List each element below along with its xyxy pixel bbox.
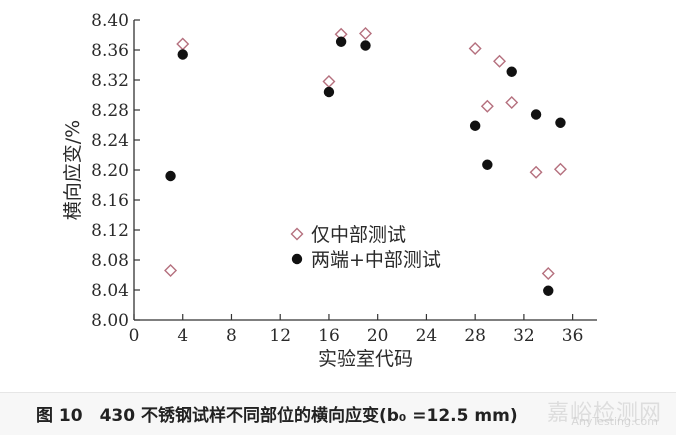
x-tick-label: 4 [177, 326, 188, 346]
y-tick-label: 8.16 [91, 191, 129, 211]
x-tick-label: 8 [226, 326, 237, 346]
y-tick-label: 8.00 [91, 311, 129, 331]
y-tick-label: 8.24 [91, 131, 129, 151]
x-axis-ticks: 0 4 8 12 16 20 24 28 32 36 [129, 314, 584, 346]
circle-point [555, 117, 566, 128]
figure-caption: 图 10 430 不锈钢试样不同部位的横向应变(b₀ =12.5 mm) [36, 406, 518, 426]
figure-caption-bar: 图 10 430 不锈钢试样不同部位的横向应变(b₀ =12.5 mm) 嘉峪检… [0, 392, 676, 435]
y-tick-label: 8.36 [91, 41, 129, 61]
diamond-point [505, 96, 519, 109]
circle-point [177, 49, 188, 60]
y-tick-label: 8.12 [91, 221, 129, 241]
scatter-chart: 8.00 8.04 8.08 8.12 8.16 8.20 8.24 8.28 8.32 8.36… [62, 11, 597, 370]
x-tick-label: 36 [562, 326, 584, 346]
diamond-point [359, 27, 372, 40]
y-tick-label: 8.32 [91, 71, 129, 91]
diamond-point [176, 37, 190, 51]
circle-point [360, 40, 371, 51]
circle-point [482, 159, 493, 170]
circle-point [323, 86, 335, 98]
x-tick-label: 28 [464, 326, 486, 346]
x-tick-label: 0 [129, 326, 140, 346]
diamond-point [480, 99, 494, 113]
diamond-point [541, 267, 555, 280]
y-tick-label: 8.28 [91, 101, 129, 121]
y-tick-label: 8.20 [91, 161, 129, 181]
y-tick-label: 8.40 [91, 11, 129, 31]
circle-point [335, 36, 347, 47]
circle-point [543, 285, 554, 296]
y-axis-ticks: 8.00 8.04 8.08 8.12 8.16 8.20 8.24 8.28 8.32 8.36… [91, 11, 140, 331]
diamond-point [164, 264, 178, 277]
watermark-logo: 嘉峪检测网 [546, 401, 662, 426]
y-axis-title: 横向应变/% [62, 120, 84, 220]
x-tick-label: 24 [416, 326, 438, 346]
x-axis-title: 实验室代码 [318, 348, 413, 370]
x-tick-label: 16 [318, 326, 340, 346]
x-tick-label: 12 [269, 326, 291, 346]
legend-circle-marker [291, 253, 303, 265]
legend-label: 仅中部测试 [311, 224, 406, 246]
circle-point [506, 66, 517, 77]
legend-label: 两端+中部测试 [311, 249, 441, 271]
diamond-point [553, 162, 567, 176]
diamond-point [468, 42, 482, 55]
x-tick-label: 20 [367, 326, 389, 346]
watermark-url: AnyTesting.com [571, 415, 658, 428]
y-tick-label: 8.08 [91, 251, 129, 271]
x-tick-label: 32 [513, 326, 535, 346]
diamond-point [322, 75, 336, 88]
circle-point [530, 109, 542, 120]
diamond-point [493, 54, 507, 68]
data-points [164, 27, 567, 296]
y-tick-label: 8.04 [91, 281, 129, 301]
axes [133, 20, 597, 321]
diamond-point [529, 165, 543, 179]
circle-point [469, 120, 481, 131]
legend-diamond-marker [290, 227, 304, 241]
circle-point [165, 170, 176, 182]
